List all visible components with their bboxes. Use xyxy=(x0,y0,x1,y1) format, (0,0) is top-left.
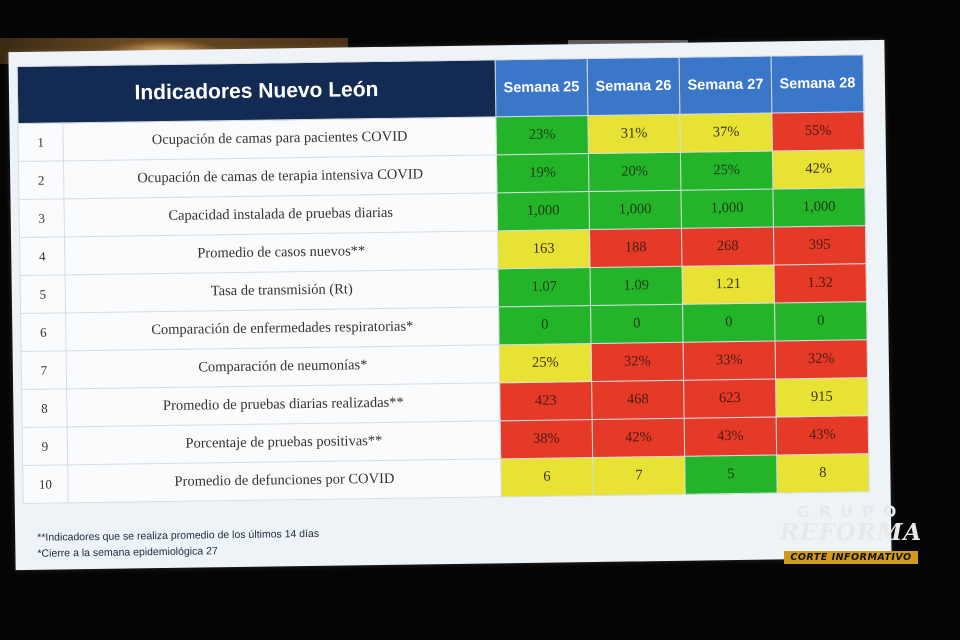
value-cell-semana-26: 20% xyxy=(588,152,681,192)
value-cell-semana-28: 0 xyxy=(774,301,868,341)
indicator-name: Promedio de pruebas diarias realizadas** xyxy=(66,382,501,427)
value-cell-semana-27: 33% xyxy=(683,340,776,381)
value-cell-semana-26: 32% xyxy=(591,342,684,382)
row-number: 1 xyxy=(17,122,64,162)
row-number: 10 xyxy=(22,464,69,504)
value-cell-semana-28: 43% xyxy=(776,415,869,455)
value-cell-semana-26: 7 xyxy=(592,456,686,496)
value-cell-semana-25: 19% xyxy=(496,153,589,193)
value-cell-semana-26: 42% xyxy=(592,418,685,458)
value-cell-semana-26: 468 xyxy=(591,380,685,420)
column-header-semana-26: Semana 26 xyxy=(587,57,680,116)
value-cell-semana-25: 1.07 xyxy=(497,267,591,307)
value-cell-semana-26: 1.09 xyxy=(589,266,683,306)
row-number: 5 xyxy=(20,274,66,314)
row-number: 3 xyxy=(18,198,65,238)
indicator-name: Comparación de enfermedades respiratoria… xyxy=(65,306,500,351)
column-header-semana-25: Semana 25 xyxy=(495,58,588,117)
value-cell-semana-27: 0 xyxy=(682,302,776,343)
value-cell-semana-27: 268 xyxy=(681,226,774,267)
value-cell-semana-25: 423 xyxy=(499,381,593,421)
value-cell-semana-28: 42% xyxy=(772,149,865,189)
indicator-name: Promedio de defunciones por COVID xyxy=(67,458,502,503)
value-cell-semana-26: 188 xyxy=(589,228,682,268)
value-cell-semana-28: 1,000 xyxy=(772,187,866,227)
indicator-name: Tasa de transmisión (Rt) xyxy=(65,268,499,313)
value-cell-semana-27: 5 xyxy=(684,454,778,495)
indicator-name: Capacidad instalada de pruebas diarias xyxy=(63,192,498,237)
presentation-screen: Indicadores Nuevo León Semana 25 Semana … xyxy=(8,39,892,571)
indicator-name: Porcentaje de pruebas positivas** xyxy=(67,420,501,465)
row-number: 4 xyxy=(19,236,66,276)
row-number: 2 xyxy=(18,160,64,200)
indicator-name: Comparación de neumonías* xyxy=(66,344,500,389)
value-cell-semana-28: 32% xyxy=(775,339,868,379)
indicator-name: Ocupación de camas de terapia intensiva … xyxy=(63,154,497,199)
value-cell-semana-27: 37% xyxy=(679,112,773,153)
table-title: Indicadores Nuevo León xyxy=(17,59,496,124)
value-cell-semana-25: 6 xyxy=(500,457,594,497)
value-cell-semana-28: 395 xyxy=(773,225,866,265)
value-cell-semana-25: 0 xyxy=(498,305,592,345)
value-cell-semana-28: 915 xyxy=(775,377,869,417)
logo-grupo-text: GRUPO xyxy=(796,502,906,521)
value-cell-semana-25: 25% xyxy=(499,343,592,383)
value-cell-semana-26: 0 xyxy=(590,304,684,344)
footnote-week-27: *Cierre a la semana epidemiológica 27 xyxy=(37,545,218,560)
logo-corte-informativo-text: CORTE INFORMATIVO xyxy=(784,551,918,564)
footnotes: **Indicadores que se realiza promedio de… xyxy=(37,526,319,562)
value-cell-semana-28: 1.32 xyxy=(773,263,867,303)
value-cell-semana-27: 1.21 xyxy=(681,264,775,305)
value-cell-semana-25: 163 xyxy=(497,229,590,269)
value-cell-semana-26: 31% xyxy=(587,114,681,154)
column-header-semana-27: Semana 27 xyxy=(679,55,772,115)
indicator-name: Ocupación de camas para pacientes COVID xyxy=(62,116,497,161)
indicator-name: Promedio de casos nuevos** xyxy=(64,230,498,275)
value-cell-semana-27: 25% xyxy=(680,150,773,191)
value-cell-semana-25: 1,000 xyxy=(496,191,590,231)
value-cell-semana-28: 55% xyxy=(771,111,865,151)
logo-reforma-text: REFORMA xyxy=(779,519,923,546)
value-cell-semana-25: 23% xyxy=(495,115,589,155)
column-header-semana-28: Semana 28 xyxy=(771,54,864,113)
row-number: 9 xyxy=(22,426,68,466)
value-cell-semana-27: 1,000 xyxy=(680,188,774,229)
table-body: 1 Ocupación de camas para pacientes COVID… xyxy=(17,111,870,504)
grupo-reforma-logo: GRUPO REFORMA CORTE INFORMATIVO xyxy=(776,502,926,564)
value-cell-semana-27: 43% xyxy=(684,416,777,457)
indicators-table: Indicadores Nuevo León Semana 25 Semana … xyxy=(17,54,870,504)
row-number: 8 xyxy=(21,388,68,428)
value-cell-semana-26: 1,000 xyxy=(588,190,682,230)
value-cell-semana-28: 8 xyxy=(776,453,870,493)
value-cell-semana-25: 38% xyxy=(500,419,593,459)
value-cell-semana-27: 623 xyxy=(683,378,777,419)
row-number: 7 xyxy=(21,350,67,390)
row-number: 6 xyxy=(20,312,67,352)
